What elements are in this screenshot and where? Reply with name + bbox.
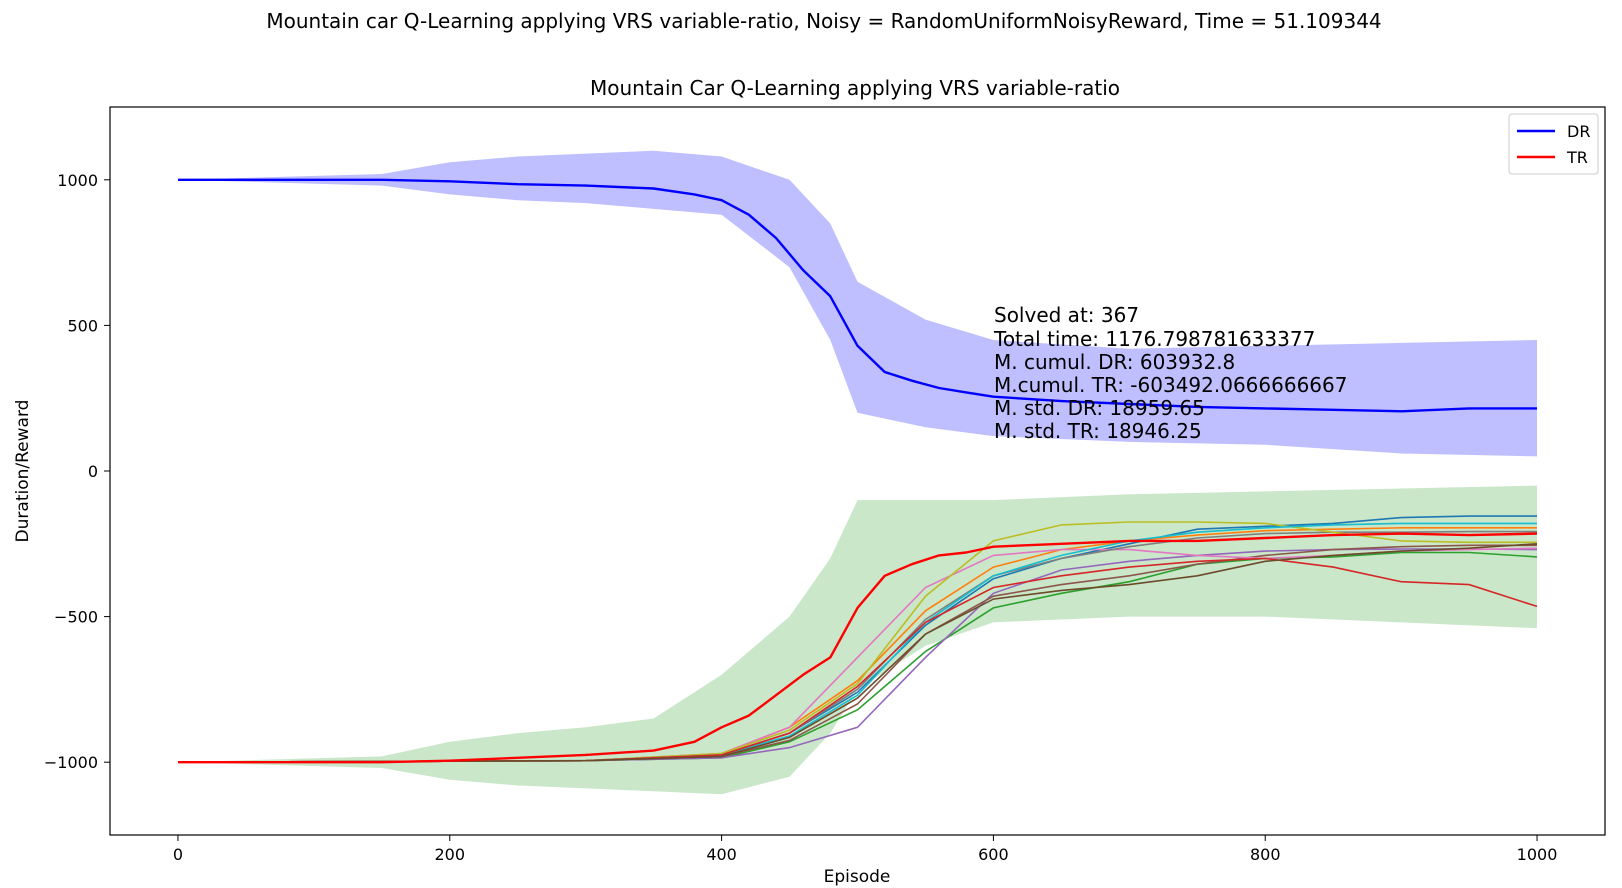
dr-std-band — [178, 150, 1537, 457]
y-tick-label: 1000 — [57, 171, 98, 190]
run-curve-3 — [177, 551, 1538, 763]
legend: DR TR — [1508, 113, 1599, 175]
plot-frame — [109, 106, 1606, 836]
x-tick-label: 400 — [706, 845, 737, 864]
run-curve-11 — [177, 543, 1538, 763]
plot-area — [177, 150, 1538, 795]
y-axis-label: Duration/Reward — [13, 400, 33, 543]
chart-suptitle: Mountain car Q-Learning applying VRS var… — [266, 9, 1381, 33]
stats-annotation: Solved at: 367 Total time: 1176.79878163… — [993, 303, 1347, 443]
annotation-line: Solved at: 367 — [994, 303, 1139, 327]
legend-label-dr: DR — [1567, 122, 1590, 141]
y-tick-label: 500 — [67, 316, 98, 335]
x-tick-label: 200 — [434, 845, 465, 864]
x-tick-label: 0 — [173, 845, 183, 864]
axis-ticks: 0 200 400 600 800 1000 −1000 −500 0 500 1000 — [44, 171, 1558, 864]
x-tick-label: 1000 — [1517, 845, 1558, 864]
y-tick-label: −1000 — [44, 753, 98, 772]
run-curve-4 — [177, 548, 1538, 763]
annotation-line: M. cumul. DR: 603932.8 — [994, 350, 1235, 374]
series-line-dr — [178, 178, 1537, 413]
run-curve-5 — [177, 544, 1537, 763]
annotation-line: M. std. TR: 18946.25 — [994, 419, 1202, 443]
annotation-line: M. std. DR: 18959.65 — [994, 396, 1205, 420]
y-tick-label: 0 — [88, 462, 98, 481]
x-tick-label: 600 — [978, 845, 1009, 864]
x-axis-label: Episode — [824, 867, 891, 887]
annotation-line: Total time: 1176.798781633377 — [993, 327, 1315, 351]
annotation-line: M.cumul. TR: -603492.0666666667 — [994, 373, 1347, 397]
y-tick-label: −500 — [54, 608, 98, 627]
run-curve-10 — [177, 557, 1538, 763]
legend-label-tr: TR — [1566, 148, 1588, 167]
tr-std-band — [178, 485, 1537, 795]
chart-title: Mountain Car Q-Learning applying VRS var… — [590, 76, 1120, 100]
run-curve-9 — [177, 522, 1537, 763]
run-curve-8 — [177, 521, 1537, 763]
x-tick-label: 800 — [1250, 845, 1281, 864]
legend-box — [1508, 113, 1599, 175]
series-line-tr — [178, 532, 1538, 764]
